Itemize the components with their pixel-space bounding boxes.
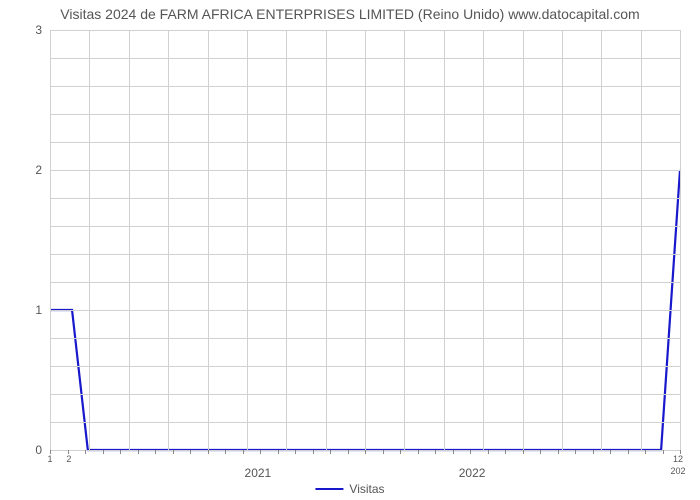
x-minor-tick — [645, 450, 646, 454]
x-minor-tick — [575, 450, 576, 454]
vgrid — [168, 30, 169, 450]
x-minor-tick — [663, 450, 664, 454]
x-minor-tick — [383, 450, 384, 454]
x-minor-tick — [348, 450, 349, 454]
xtick-year: 2021 — [245, 466, 272, 480]
x-minor-tick — [330, 450, 331, 454]
x-minor-tick — [278, 450, 279, 454]
legend: Visitas — [315, 482, 384, 496]
x-minor-tick — [610, 450, 611, 454]
x-minor-tick — [453, 450, 454, 454]
legend-swatch — [315, 488, 343, 490]
x-minor-tick — [540, 450, 541, 454]
vgrid — [50, 30, 51, 450]
xtick-year: 2022 — [459, 466, 486, 480]
x-minor-tick — [173, 450, 174, 454]
x-minor-tick — [505, 450, 506, 454]
chart-area — [50, 30, 680, 450]
ytick-label: 2 — [22, 163, 42, 177]
vgrid — [641, 30, 642, 450]
vgrid — [326, 30, 327, 450]
ytick-label: 1 — [22, 303, 42, 317]
vgrid — [365, 30, 366, 450]
xtick-right: 12 — [673, 454, 683, 464]
x-minor-tick — [488, 450, 489, 454]
vgrid — [601, 30, 602, 450]
x-minor-tick — [400, 450, 401, 454]
chart-title: Visitas 2024 de FARM AFRICA ENTERPRISES … — [0, 0, 700, 22]
x-minor-tick — [558, 450, 559, 454]
xtick-right: 202 — [670, 466, 685, 476]
x-minor-tick — [295, 450, 296, 454]
vgrid — [89, 30, 90, 450]
x-minor-tick — [523, 450, 524, 454]
xtick-left: 1 — [47, 454, 52, 464]
vgrid — [523, 30, 524, 450]
x-minor-tick — [85, 450, 86, 454]
x-minor-tick — [593, 450, 594, 454]
x-minor-tick — [243, 450, 244, 454]
x-minor-tick — [435, 450, 436, 454]
x-minor-tick — [418, 450, 419, 454]
vgrid — [444, 30, 445, 450]
x-minor-tick — [190, 450, 191, 454]
ytick-label: 3 — [22, 23, 42, 37]
x-minor-tick — [138, 450, 139, 454]
x-minor-tick — [155, 450, 156, 454]
xtick-left: 2 — [66, 454, 71, 464]
x-minor-tick — [208, 450, 209, 454]
x-minor-tick — [313, 450, 314, 454]
x-minor-tick — [120, 450, 121, 454]
vgrid — [680, 30, 681, 450]
x-minor-tick — [225, 450, 226, 454]
x-minor-tick — [470, 450, 471, 454]
legend-label: Visitas — [349, 482, 384, 496]
vgrid — [562, 30, 563, 450]
x-minor-tick — [365, 450, 366, 454]
vgrid — [404, 30, 405, 450]
vgrid — [208, 30, 209, 450]
vgrid — [247, 30, 248, 450]
vgrid — [483, 30, 484, 450]
x-minor-tick — [628, 450, 629, 454]
vgrid — [286, 30, 287, 450]
x-minor-tick — [103, 450, 104, 454]
ytick-label: 0 — [22, 443, 42, 457]
vgrid — [129, 30, 130, 450]
x-minor-tick — [260, 450, 261, 454]
